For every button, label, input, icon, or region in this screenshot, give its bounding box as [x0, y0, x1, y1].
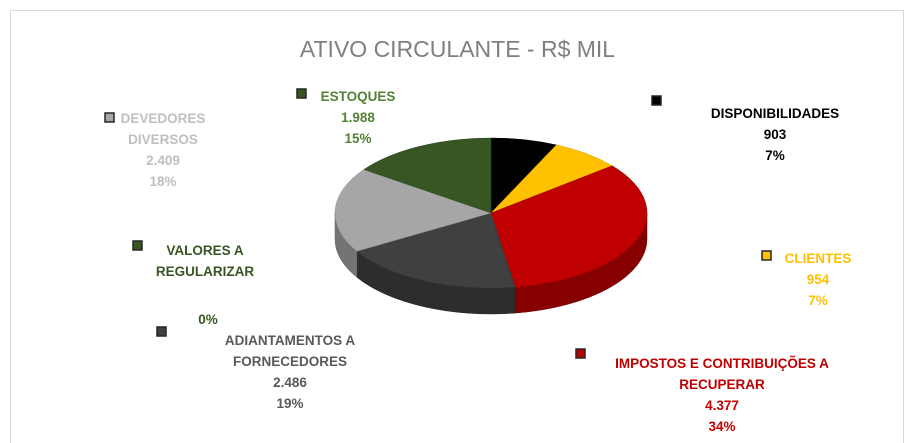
value-label: 2.486	[273, 375, 307, 390]
legend-key	[761, 250, 772, 261]
slice	[356, 212, 516, 289]
slice	[334, 169, 492, 252]
legend-key	[156, 326, 167, 337]
legend-key	[296, 88, 307, 99]
value-label: 1.988	[341, 110, 375, 125]
chart-title: ATIVO CIRCULANTE - R$ MIL	[299, 36, 616, 62]
legend-key	[651, 95, 662, 106]
data-label: CLIENTES 954 7%	[758, 248, 878, 311]
percent-label: 15%	[344, 131, 372, 146]
percent-label: 0%	[198, 312, 218, 327]
percent-label: 18%	[149, 174, 177, 189]
slice	[490, 165, 648, 288]
percent-label: 34%	[708, 419, 736, 434]
data-label: IMPOSTOS E CONTRIBUIÇÕES A RECUPERAR 4.37…	[587, 353, 857, 437]
value-label: 954	[806, 272, 830, 287]
category-label: CLIENTES	[784, 251, 852, 266]
data-label: DEVEDORES DIVERSOS 2.409 18%	[93, 108, 233, 192]
legend-key	[104, 112, 115, 123]
slice	[363, 137, 492, 214]
value-label: 4.377	[705, 398, 739, 413]
value-label: 2.409	[146, 153, 180, 168]
legend-key	[575, 348, 586, 359]
category-label: VALORES A REGULARIZAR	[155, 243, 255, 279]
percent-label: 7%	[765, 148, 785, 163]
data-label: DISPONIBILIDADES 903 7%	[675, 103, 875, 166]
category-label: IMPOSTOS E CONTRIBUIÇÕES A RECUPERAR	[615, 356, 829, 392]
category-label: ESTOQUES	[320, 89, 396, 104]
data-label: ADIANTAMENTOS A FORNECEDORES 2.486 19%	[190, 330, 390, 414]
legend-key	[132, 240, 143, 251]
percent-label: 19%	[276, 396, 304, 411]
category-label: DISPONIBILIDADES	[710, 106, 840, 121]
percent-label: 7%	[808, 293, 828, 308]
data-label: ESTOQUES 1.988 15%	[288, 86, 428, 149]
chart-border	[10, 10, 904, 443]
category-label: ADIANTAMENTOS A FORNECEDORES	[224, 333, 356, 369]
data-label: VALORES A REGULARIZAR	[135, 240, 275, 282]
category-label: DEVEDORES DIVERSOS	[120, 111, 206, 147]
value-label: 903	[763, 127, 787, 142]
